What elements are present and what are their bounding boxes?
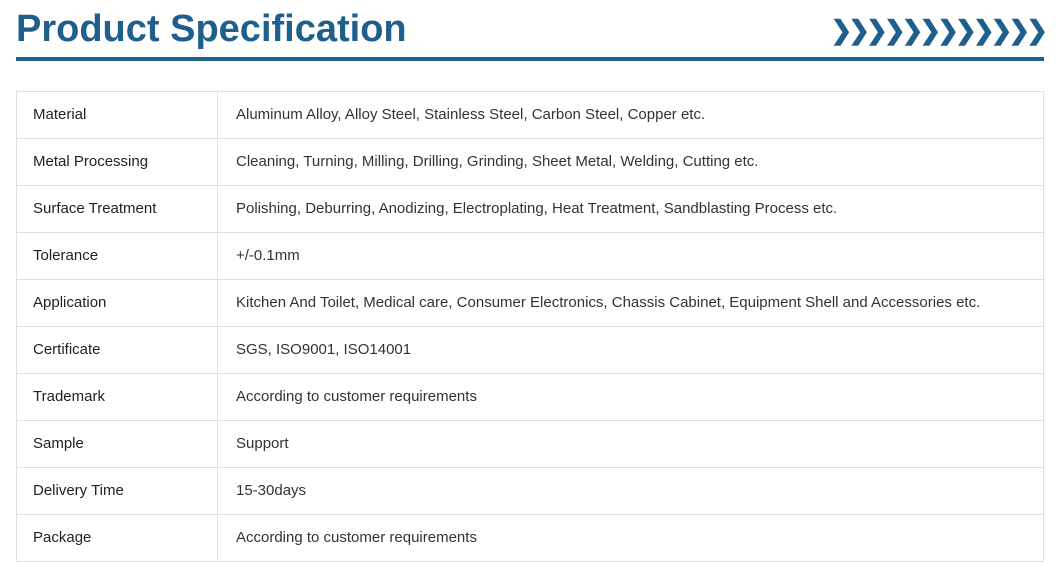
spec-label: Application xyxy=(17,280,217,326)
table-row: TrademarkAccording to customer requireme… xyxy=(17,374,1043,421)
spec-value: According to customer requirements xyxy=(217,374,1043,420)
table-row: SampleSupport xyxy=(17,421,1043,468)
spec-value: Cleaning, Turning, Milling, Drilling, Gr… xyxy=(217,139,1043,185)
chevron-decoration: ❯❯❯❯❯❯❯❯❯❯❯❯ xyxy=(830,17,1044,43)
spec-label: Tolerance xyxy=(17,233,217,279)
spec-value: Support xyxy=(217,421,1043,467)
chevron-right-icon: ❯ xyxy=(866,17,884,43)
table-row: ApplicationKitchen And Toilet, Medical c… xyxy=(17,280,1043,327)
spec-table: MaterialAluminum Alloy, Alloy Steel, Sta… xyxy=(16,91,1044,562)
header: Product Specification ❯❯❯❯❯❯❯❯❯❯❯❯ xyxy=(0,0,1060,51)
spec-value: +/-0.1mm xyxy=(217,233,1043,279)
table-row: Tolerance+/-0.1mm xyxy=(17,233,1043,280)
spec-value: Kitchen And Toilet, Medical care, Consum… xyxy=(217,280,1043,326)
table-row: CertificateSGS, ISO9001, ISO14001 xyxy=(17,327,1043,374)
spec-value: SGS, ISO9001, ISO14001 xyxy=(217,327,1043,373)
chevron-right-icon: ❯ xyxy=(955,17,973,43)
spec-label: Surface Treatment xyxy=(17,186,217,232)
table-row: Delivery Time15-30days xyxy=(17,468,1043,515)
chevron-right-icon: ❯ xyxy=(830,17,848,43)
header-divider xyxy=(16,57,1044,61)
chevron-right-icon: ❯ xyxy=(1026,17,1044,43)
spec-value: According to customer requirements xyxy=(217,515,1043,561)
spec-value: Polishing, Deburring, Anodizing, Electro… xyxy=(217,186,1043,232)
spec-label: Material xyxy=(17,92,217,138)
chevron-right-icon: ❯ xyxy=(937,17,955,43)
table-row: Surface TreatmentPolishing, Deburring, A… xyxy=(17,186,1043,233)
spec-label: Delivery Time xyxy=(17,468,217,514)
spec-label: Metal Processing xyxy=(17,139,217,185)
chevron-right-icon: ❯ xyxy=(991,17,1009,43)
page-title: Product Specification xyxy=(16,8,407,51)
chevron-right-icon: ❯ xyxy=(1008,17,1026,43)
table-row: PackageAccording to customer requirement… xyxy=(17,515,1043,562)
chevron-right-icon: ❯ xyxy=(848,17,866,43)
chevron-right-icon: ❯ xyxy=(902,17,920,43)
chevron-right-icon: ❯ xyxy=(919,17,937,43)
chevron-right-icon: ❯ xyxy=(973,17,991,43)
table-row: Metal ProcessingCleaning, Turning, Milli… xyxy=(17,139,1043,186)
spec-value: 15-30days xyxy=(217,468,1043,514)
spec-label: Trademark xyxy=(17,374,217,420)
spec-label: Package xyxy=(17,515,217,561)
spec-value: Aluminum Alloy, Alloy Steel, Stainless S… xyxy=(217,92,1043,138)
chevron-right-icon: ❯ xyxy=(884,17,902,43)
spec-label: Sample xyxy=(17,421,217,467)
spec-label: Certificate xyxy=(17,327,217,373)
table-row: MaterialAluminum Alloy, Alloy Steel, Sta… xyxy=(17,92,1043,139)
